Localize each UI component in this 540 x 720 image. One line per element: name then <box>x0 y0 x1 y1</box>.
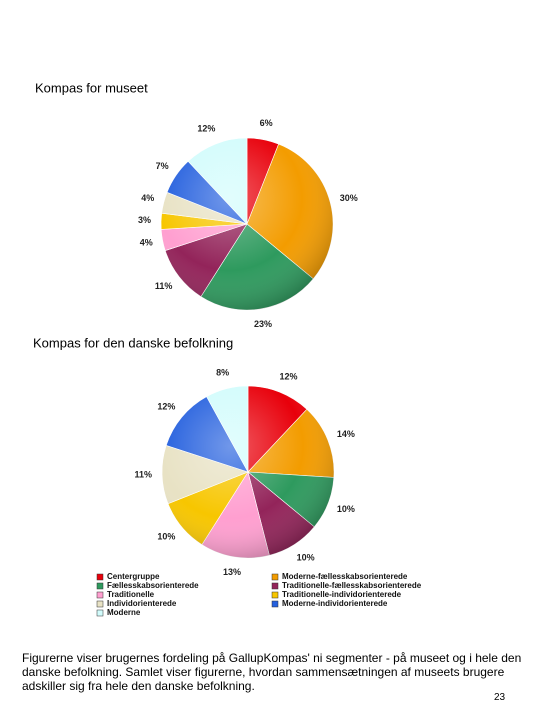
data-label: 11% <box>155 281 173 291</box>
paragraph: Figurerne viser brugernes fordeling på G… <box>22 651 522 693</box>
legend-swatch <box>96 582 104 590</box>
data-label: 23% <box>254 319 272 329</box>
data-label: 12% <box>197 124 215 134</box>
data-label: 12% <box>280 372 298 382</box>
chart-title: Kompas for den danske befolkning <box>33 335 233 350</box>
legend-swatch <box>96 591 104 599</box>
legend-swatch <box>96 573 104 581</box>
data-label: 30% <box>340 193 358 203</box>
legend-label: Centergruppe <box>107 572 160 581</box>
legend-label: Fællesskabsorienterede <box>107 581 199 590</box>
legend-label: Moderne <box>107 608 141 617</box>
data-label: 10% <box>337 504 355 514</box>
data-label: 13% <box>223 567 241 577</box>
legend-label: Moderne-individorienterede <box>282 599 388 608</box>
data-label: 3% <box>138 215 151 225</box>
chart-title: Kompas for museet <box>35 80 148 95</box>
data-label: 8% <box>216 368 229 378</box>
data-label: 14% <box>337 429 355 439</box>
legend-swatch <box>271 582 279 590</box>
legend-label: Traditionelle-fællesskabsorienterede <box>282 581 422 590</box>
page-number: 23 <box>494 692 506 703</box>
legend-label: Moderne-fællesskabsorienterede <box>282 572 408 581</box>
legend-label: Traditionelle-individorienterede <box>282 590 402 599</box>
data-label: 10% <box>297 552 315 562</box>
data-label: 4% <box>140 237 153 247</box>
legend-label: Individorienterede <box>107 599 177 608</box>
legend-swatch <box>96 600 104 608</box>
legend-swatch <box>96 609 104 617</box>
data-label: 12% <box>157 401 175 411</box>
data-label: 6% <box>260 118 273 128</box>
legend-swatch <box>271 591 279 599</box>
data-label: 10% <box>157 531 175 541</box>
data-label: 11% <box>135 470 153 480</box>
legend-swatch <box>271 600 279 608</box>
data-label: 4% <box>141 193 154 203</box>
legend-swatch <box>271 573 279 581</box>
legend-label: Traditionelle <box>107 590 155 599</box>
data-label: 7% <box>156 161 169 171</box>
